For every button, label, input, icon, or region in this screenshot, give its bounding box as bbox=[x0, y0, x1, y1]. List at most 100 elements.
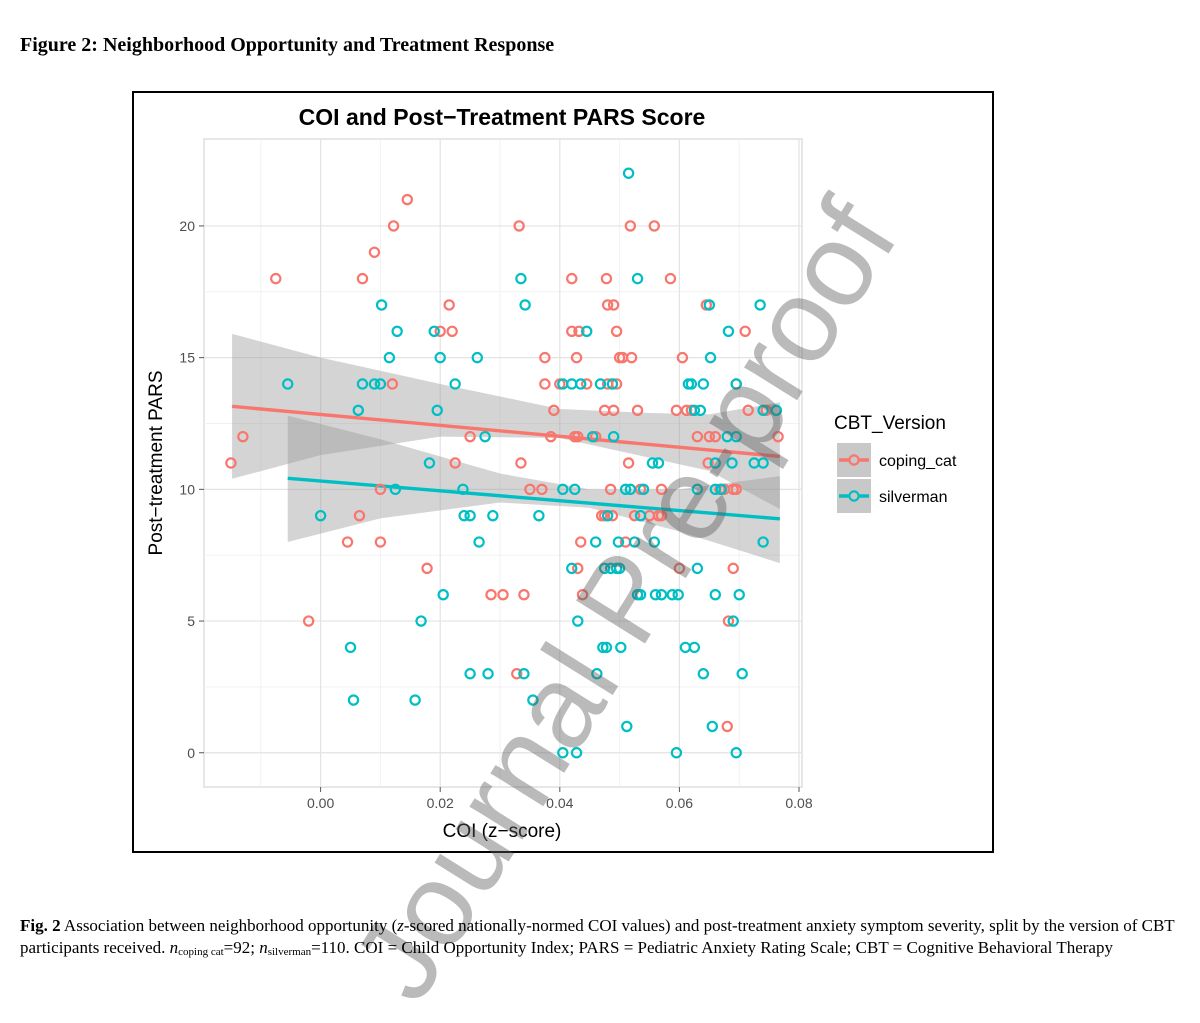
series-coping-cat bbox=[225, 193, 784, 733]
data-point bbox=[601, 509, 614, 522]
data-point bbox=[557, 747, 569, 759]
data-point bbox=[613, 562, 626, 575]
legend-key-point bbox=[848, 490, 860, 502]
data-point bbox=[597, 641, 609, 654]
data-point bbox=[697, 378, 710, 390]
data-point bbox=[634, 509, 647, 522]
data-point bbox=[655, 483, 668, 496]
chart-title: COI and Post−Treatment PARS Score bbox=[299, 104, 706, 130]
legend-label: silverman bbox=[879, 489, 947, 506]
data-point bbox=[600, 272, 613, 285]
data-point bbox=[375, 299, 388, 311]
caption-n-symbol: n bbox=[259, 938, 268, 957]
data-point bbox=[726, 457, 738, 469]
data-point bbox=[672, 589, 684, 601]
data-point bbox=[646, 457, 659, 469]
data-point bbox=[575, 536, 587, 548]
caption-text-part: Association between neighborhood opportu… bbox=[60, 916, 398, 935]
data-point bbox=[739, 325, 751, 337]
caption-n-subscript: coping cat bbox=[178, 946, 224, 958]
data-point bbox=[572, 615, 584, 627]
y-tick-label: 15 bbox=[179, 350, 195, 366]
caption-italic-z: z bbox=[397, 916, 404, 935]
data-point bbox=[485, 589, 497, 601]
y-tick-label: 10 bbox=[179, 481, 195, 497]
data-point bbox=[610, 325, 623, 337]
legend-key-point bbox=[848, 454, 860, 466]
data-point bbox=[449, 457, 461, 469]
data-point bbox=[519, 299, 531, 311]
data-point bbox=[742, 404, 754, 417]
data-point bbox=[709, 430, 721, 443]
data-point bbox=[513, 220, 525, 232]
data-point bbox=[694, 404, 707, 417]
data-point bbox=[587, 430, 599, 443]
data-point bbox=[557, 483, 569, 496]
data-point bbox=[688, 404, 701, 417]
data-point bbox=[709, 457, 721, 469]
data-point bbox=[434, 325, 446, 337]
data-point bbox=[702, 457, 714, 469]
data-point bbox=[374, 536, 387, 548]
data-point bbox=[352, 404, 364, 417]
data-point bbox=[524, 483, 536, 496]
data-point bbox=[487, 509, 499, 522]
data-point bbox=[691, 483, 704, 496]
data-point bbox=[464, 430, 476, 443]
data-point bbox=[386, 378, 399, 390]
data-point bbox=[600, 641, 613, 654]
y-tick-label: 5 bbox=[187, 613, 195, 629]
data-point bbox=[721, 720, 733, 733]
data-point bbox=[423, 457, 436, 469]
data-point bbox=[612, 536, 625, 548]
data-point bbox=[709, 589, 721, 601]
data-point bbox=[676, 351, 689, 364]
data-point bbox=[601, 299, 614, 311]
data-point bbox=[533, 509, 545, 522]
data-point bbox=[302, 615, 315, 627]
data-point bbox=[389, 483, 402, 496]
data-point bbox=[479, 430, 491, 443]
data-point bbox=[409, 694, 421, 706]
data-point bbox=[598, 562, 611, 575]
y-tick-label: 0 bbox=[187, 745, 195, 761]
x-tick-label: 0.04 bbox=[546, 795, 573, 811]
data-point bbox=[715, 483, 727, 496]
data-point bbox=[622, 457, 635, 469]
data-point bbox=[624, 220, 637, 232]
data-point bbox=[545, 430, 557, 443]
data-point bbox=[356, 272, 369, 285]
data-points bbox=[225, 167, 784, 759]
data-point bbox=[401, 193, 414, 206]
data-point bbox=[527, 694, 539, 706]
scatter-chart: 0.00 0.02 0.04 0.06 0.08 0 5 10 15 20 COI and Pos… bbox=[146, 104, 957, 842]
data-point bbox=[431, 404, 443, 417]
data-point bbox=[655, 509, 668, 522]
data-point bbox=[625, 351, 638, 364]
data-point bbox=[730, 483, 742, 496]
data-point bbox=[497, 589, 509, 601]
x-tick-label: 0.08 bbox=[785, 795, 812, 811]
data-point bbox=[237, 430, 249, 443]
data-point bbox=[733, 589, 745, 601]
data-point bbox=[670, 747, 683, 759]
data-point bbox=[757, 536, 769, 548]
data-point bbox=[685, 378, 698, 390]
data-point bbox=[770, 404, 782, 417]
series-silverman bbox=[282, 167, 782, 759]
data-point bbox=[619, 483, 632, 496]
data-point bbox=[655, 589, 668, 601]
data-point bbox=[536, 483, 548, 496]
data-point bbox=[589, 536, 602, 548]
data-point bbox=[341, 536, 354, 548]
data-point bbox=[594, 378, 607, 390]
data-point bbox=[428, 325, 440, 337]
data-point bbox=[722, 325, 735, 337]
data-point bbox=[572, 562, 584, 575]
data-point bbox=[374, 378, 387, 390]
data-point bbox=[548, 404, 560, 417]
data-point bbox=[697, 668, 710, 680]
figure-heading: Figure 2: Neighborhood Opportunity and T… bbox=[20, 34, 555, 56]
data-point bbox=[356, 378, 369, 390]
data-point bbox=[628, 509, 641, 522]
